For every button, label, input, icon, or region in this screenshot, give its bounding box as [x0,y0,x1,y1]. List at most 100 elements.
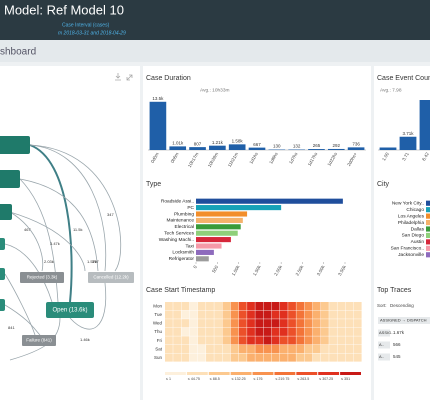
heat-cell [214,302,223,311]
legend-label: ≤ 88.5 [210,377,220,381]
value-label: 130 [273,144,281,149]
heat-cell [279,353,288,362]
value-label: 292 [333,143,341,148]
heat-cell [263,319,272,328]
heat-cell [337,327,346,336]
heat-cell [329,302,337,311]
heat-cell [312,302,321,311]
heat-cell [181,344,190,354]
heat-cell [206,310,214,319]
x-tick-label: 2.00k [273,264,283,277]
heat-cell [296,336,305,345]
y-tick-label: Electrical [175,224,194,230]
activity-node[interactable] [0,268,5,280]
heat-cell [189,344,198,354]
heat-cell [255,302,264,311]
y-tick-label: New York City.. [392,200,424,206]
panel-title: Case Duration [146,75,191,82]
heat-cell [296,327,305,336]
heat-cell [173,327,182,336]
heat-cell [288,327,296,336]
heat-cell [312,353,321,362]
x-tick-label: 3.50k [337,264,347,277]
heat-cell [214,319,223,328]
x-tick-label: 1.00k [231,264,241,277]
bar [196,211,248,217]
x-tick-label: 0h6m [170,151,180,163]
heat-cell [165,310,173,319]
legend-label: ≤ 263.5 [297,377,309,381]
heat-cell [189,319,198,328]
value-label: 3.71k [402,131,414,136]
activity-node[interactable] [0,136,30,154]
heat-cell [181,302,190,311]
end-node[interactable] [20,272,64,283]
expand-icon[interactable] [126,74,133,81]
heat-cell [271,310,280,319]
heat-cell [165,319,173,328]
heat-cell [296,302,305,311]
heat-cell [255,353,264,362]
activity-node[interactable] [0,170,20,188]
heat-cell [247,344,255,354]
x-tick-label: 1d6hs [268,151,279,165]
legend-swatch [165,372,186,375]
heat-cell [206,319,214,328]
heat-cell [230,319,239,328]
trace-count: 545 [393,354,401,359]
legend-label: ≤ 132.25 [232,377,246,381]
node-label: Open (13.6k) [52,308,87,314]
heat-cell [296,344,305,354]
bar [228,144,246,150]
edge-label: 3.47k [50,241,60,246]
heat-cell [222,310,231,319]
node-label: Cancelled (12.2k) [93,275,129,280]
bar [196,256,209,262]
panel-subtitle: Avg.: 10h33m [200,87,230,93]
panel-title: Top Traces [377,287,412,294]
y-tick-label: Austin [411,239,425,245]
heat-cell [271,327,280,336]
bar [426,200,430,206]
heat-cell [279,344,288,354]
heat-cell [173,319,182,328]
end-node[interactable] [88,272,134,283]
y-tick-label: Jacksonville [398,252,424,258]
download-icon[interactable] [115,73,121,81]
heat-cell [255,310,264,319]
heat-cell [247,319,255,328]
value-label: 13.5k [152,96,164,101]
heat-cell [214,310,223,319]
heat-cell [206,327,214,336]
heat-cell [189,327,198,336]
end-node[interactable] [22,335,56,346]
edge-label: 11.5k [73,227,83,232]
heat-cell [173,353,182,362]
heat-cell [271,302,280,311]
tab-bar [0,40,430,62]
activity-node[interactable] [0,299,5,311]
activity-node[interactable] [0,204,12,220]
tab-title[interactable]: shboard [0,47,36,58]
interval-label[interactable]: Case Interval (cases) [62,22,110,28]
heat-cell [247,302,255,311]
panel-subtitle: Avg.: 7.98 [380,87,402,93]
heat-cell [329,327,337,336]
node-label: Rejected (3.3k) [27,275,58,280]
heat-cell [238,310,247,319]
heat-cell [304,327,313,336]
y-tick-label: Refrigerator [169,256,195,262]
heat-cell [238,353,247,362]
heat-cell [263,353,272,362]
activity-node[interactable] [0,238,5,250]
edge [29,144,73,303]
heat-cell [279,319,288,328]
open-node[interactable] [46,302,94,318]
row-label: Mon [153,303,162,308]
edge-label: 397 [92,259,99,264]
heat-cell [353,310,362,319]
heat-cell [288,319,296,328]
bar [209,145,226,150]
sort-order[interactable]: Descending [390,303,414,308]
heat-cell [173,344,182,354]
